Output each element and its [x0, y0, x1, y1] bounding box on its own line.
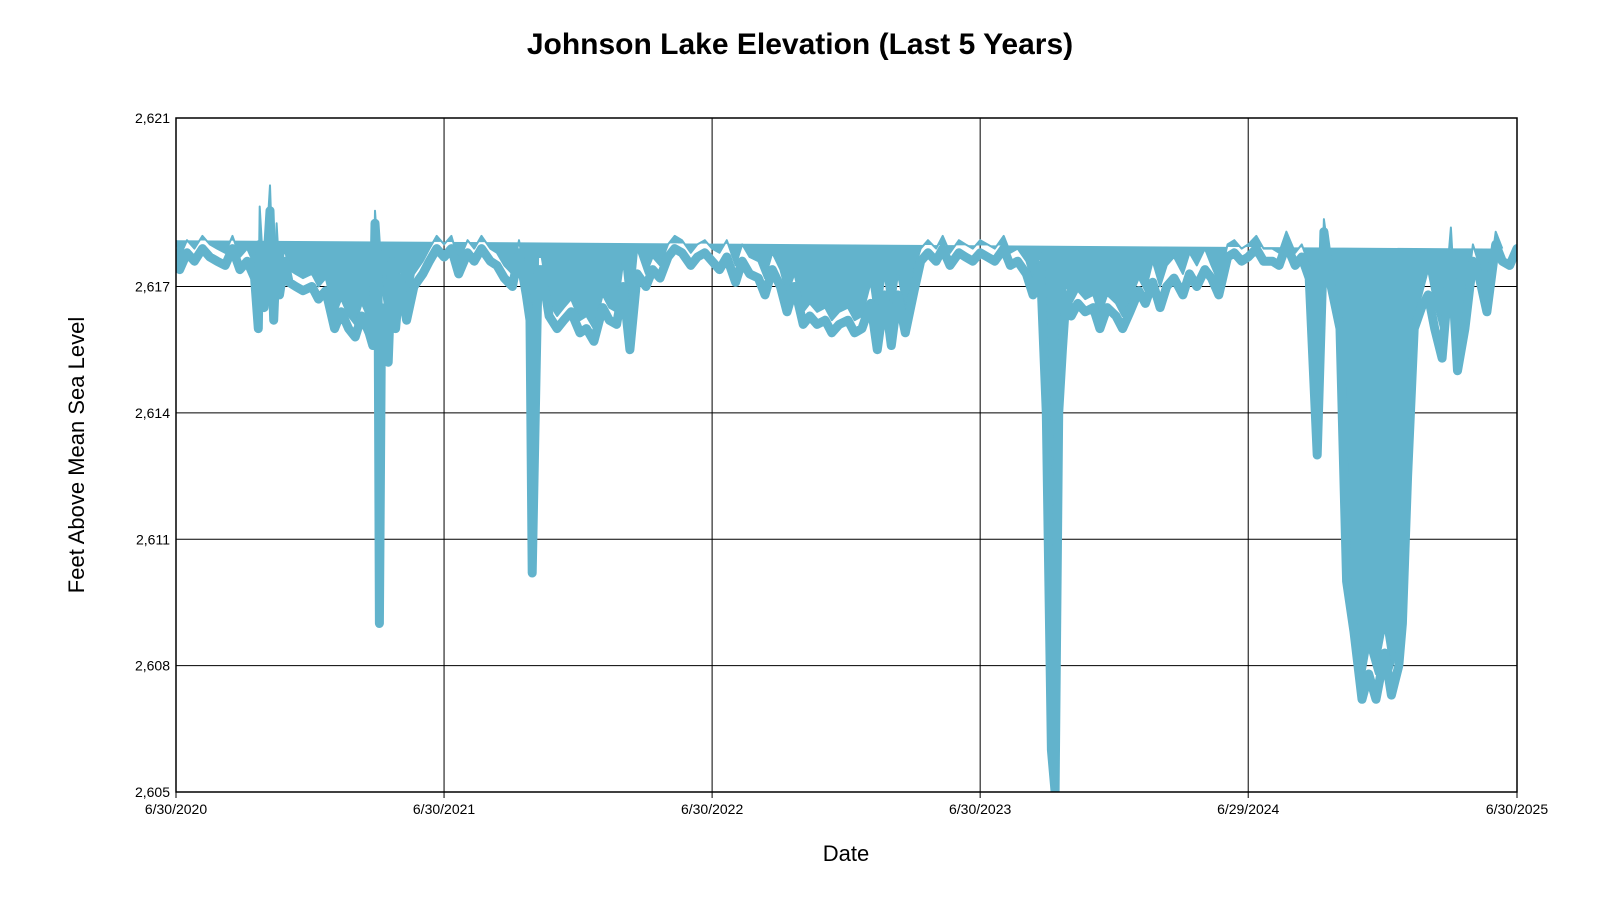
y-axis-ticks: 2,605 2,608 2,611 2,614 2,617 2,621 [135, 110, 170, 800]
y-tick-label: 2,614 [135, 405, 170, 421]
chart-title: Johnson Lake Elevation (Last 5 Years) [526, 28, 1074, 61]
grid-lines [175, 117, 1518, 798]
y-tick-label: 2,608 [135, 658, 170, 674]
series-layer [176, 184, 1517, 792]
y-tick-label: 2,605 [135, 784, 170, 800]
x-tick-label: 6/29/2024 [1217, 801, 1279, 817]
x-tick-label: 6/30/2021 [413, 801, 475, 817]
y-axis-title: Feet Above Mean Sea Level [64, 317, 89, 593]
plot-frame [175, 117, 1518, 793]
x-tick-label: 6/30/2025 [1486, 801, 1548, 817]
y-tick-label: 2,611 [136, 531, 170, 547]
series-line [176, 206, 1517, 792]
x-tick-label: 6/30/2023 [949, 801, 1011, 817]
x-tick-label: 6/30/2020 [145, 801, 207, 817]
x-tick-label: 6/30/2022 [681, 801, 743, 817]
y-tick-label: 2,621 [135, 110, 170, 126]
x-axis-title: Date [823, 841, 869, 866]
x-axis-ticks: 6/30/2020 6/30/2021 6/30/2022 6/30/2023 6/29… [145, 801, 1548, 817]
y-tick-label: 2,617 [135, 279, 170, 295]
